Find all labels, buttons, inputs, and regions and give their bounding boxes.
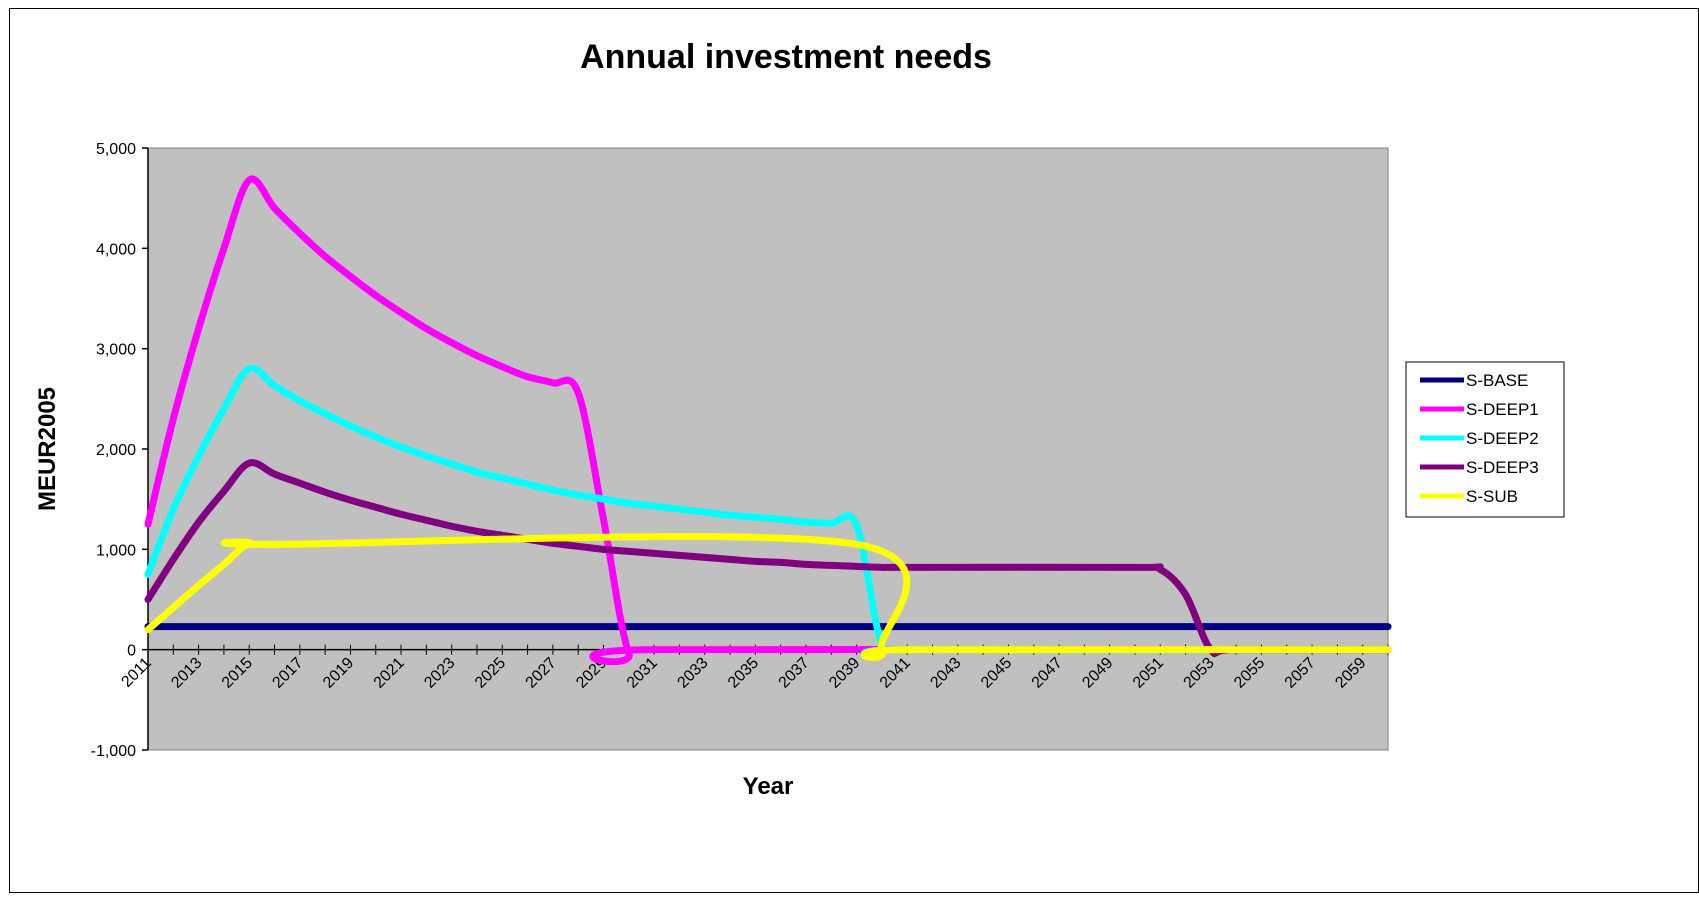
series-lines <box>144 175 1392 666</box>
series-line-s-deep2 <box>144 364 1392 659</box>
legend: S-BASE S-DEEP1 S-DEEP2 S-DEEP3 S-SUB <box>1405 361 1565 518</box>
y-axis: -1,000 0 1,000 2,000 3,000 4,000 5,000 <box>91 141 149 760</box>
legend-label-s-deep1: S-DEEP1 <box>1466 400 1539 419</box>
y-tick-label: 5,000 <box>96 141 136 158</box>
series-line-s-sub <box>144 533 1392 661</box>
y-tick-label: 0 <box>127 643 136 660</box>
y-tick-label: 2,000 <box>96 442 136 459</box>
series-line-s-deep1 <box>144 175 1392 666</box>
legend-label-s-base: S-BASE <box>1466 371 1528 390</box>
x-axis-label: Year <box>743 773 794 800</box>
legend-label-s-deep3: S-DEEP3 <box>1466 458 1539 477</box>
y-axis-label: MEUR2005 <box>34 387 61 511</box>
y-tick-label: 4,000 <box>96 241 136 258</box>
series-line-s-deep3 <box>144 459 1392 658</box>
chart-title: Annual investment needs <box>580 38 992 76</box>
legend-label-s-deep2: S-DEEP2 <box>1466 429 1539 448</box>
y-tick-label: -1,000 <box>91 743 136 760</box>
y-tick-label: 1,000 <box>96 542 136 559</box>
y-tick-label: 3,000 <box>96 342 136 359</box>
legend-label-s-sub: S-SUB <box>1466 487 1518 506</box>
